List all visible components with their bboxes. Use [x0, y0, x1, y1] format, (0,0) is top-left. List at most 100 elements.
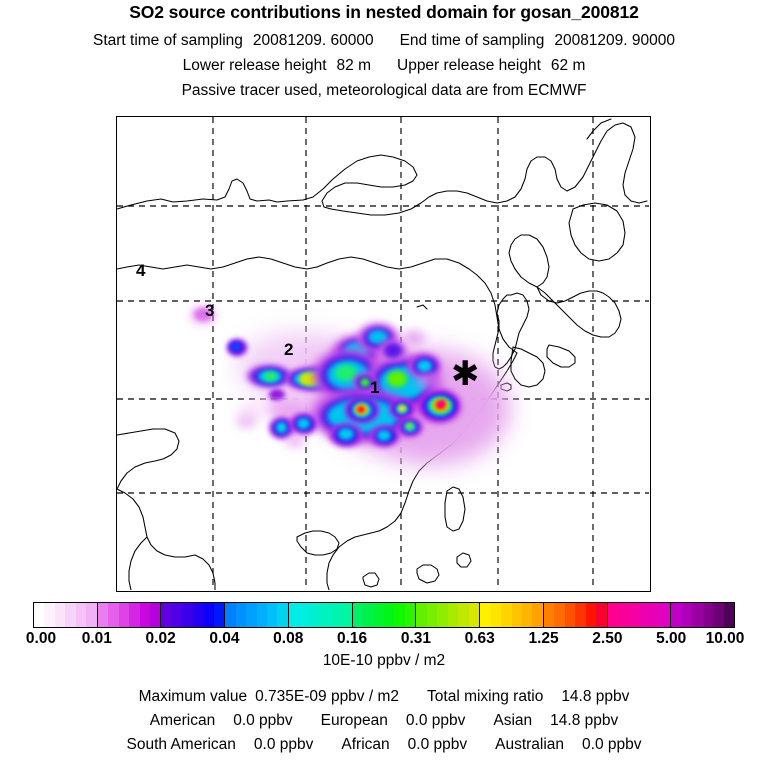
asterisk-icon: ✱: [451, 354, 480, 394]
colorbar-step: [150, 603, 161, 627]
map-panel[interactable]: 1 2 3 4 ✱: [116, 116, 651, 592]
colorbar-step: [341, 603, 352, 627]
colorbar-step: [108, 603, 119, 627]
colorbar-ticks: 0.00 0.01 0.02 0.04 0.08 0.16 0.31 0.63 1.25 2.50…: [0, 630, 768, 650]
colorbar-step: [468, 603, 480, 627]
colorbar-step: [34, 603, 45, 627]
summary-row-regions-1: American 0.0 ppbv European 0.0 ppbv Asian 14.…: [0, 712, 768, 730]
trajectory-label-3: 3: [205, 301, 215, 320]
region-value-american: 0.0 ppbv: [233, 712, 293, 729]
colorbar-segment: [225, 603, 289, 627]
colorbar-step: [564, 603, 576, 627]
colorbar-step: [692, 603, 703, 627]
colorbar-tick-label: 0.02: [145, 630, 176, 647]
upper-release-height-value: 62 m: [550, 57, 586, 74]
colorbar-tick-label: 0.01: [81, 630, 112, 647]
maximum-value-label: Maximum value: [138, 688, 248, 705]
region-label-european: European: [320, 712, 388, 729]
colorbar-step: [65, 603, 76, 627]
colorbar-tick-label: 0.16: [336, 630, 368, 647]
colorbar-step: [575, 603, 586, 627]
region-value-australian: 0.0 ppbv: [582, 736, 642, 753]
colorbar-tick-label: 1.25: [528, 630, 559, 647]
colorbar-segment: [543, 603, 608, 627]
colorbar-step: [638, 603, 650, 627]
method-note: Passive tracer used, meteorological data…: [181, 82, 587, 99]
colorbar-step: [182, 603, 193, 627]
trajectory-label-1: 1: [370, 378, 380, 397]
colorbar-step: [723, 603, 735, 627]
colorbar-tick-label: 5.00: [656, 630, 687, 647]
region-label-asian: Asian: [493, 712, 533, 729]
colorbar-segment: [607, 603, 672, 627]
colorbar-step: [596, 603, 607, 627]
colorbar-step: [702, 603, 714, 627]
region-label-south-american: South American: [126, 736, 236, 753]
summary-row-regions-2: South American 0.0 ppbv African 0.0 ppbv Aus…: [0, 736, 768, 754]
colorbar-step: [480, 603, 491, 627]
colorbar-step: [246, 603, 257, 627]
lower-release-height-value: 82 m: [336, 57, 371, 74]
colorbar-tick-label: 0.31: [400, 630, 431, 647]
colorbar-step: [521, 603, 533, 627]
colorbar-step: [490, 603, 502, 627]
colorbar-step: [394, 603, 405, 627]
colorbar-step: [54, 603, 66, 627]
upper-release-height-label: Upper release height: [397, 57, 541, 74]
colorbar-tick-label: 0.00: [25, 630, 57, 647]
colorbar-step: [309, 603, 321, 627]
colorbar-step: [171, 603, 183, 627]
colorbar-step: [607, 603, 619, 627]
trajectory-label-4: 4: [136, 261, 146, 280]
colorbar-step: [320, 603, 331, 627]
colorbar-step: [299, 603, 310, 627]
colorbar-step: [447, 603, 459, 627]
trajectory-label-2: 2: [284, 340, 294, 359]
region-value-european: 0.0 ppbv: [405, 712, 466, 729]
colorbar-step: [203, 603, 214, 627]
colorbar-step: [458, 603, 469, 627]
colorbar-step: [554, 603, 565, 627]
colorbar-tick-label: 10.00: [705, 630, 745, 647]
colorbar-step: [97, 603, 109, 627]
page-title: SO2 source contributions in nested domai…: [129, 2, 639, 22]
colorbar-step: [192, 603, 204, 627]
region-value-african: 0.0 ppbv: [407, 736, 468, 753]
region-value-south-american: 0.0 ppbv: [253, 736, 314, 753]
summary-row-maximum: Maximum value 0.735E-09 ppbv / m2 Total mi…: [0, 688, 768, 706]
colorbar-unit-label: 10E-10 ppbv / m2: [322, 652, 446, 669]
colorbar-step: [628, 603, 639, 627]
release-height-row: Lower release height 82 m Upper release he…: [0, 57, 768, 75]
colorbar[interactable]: [33, 602, 735, 628]
colorbar-segment: [671, 603, 735, 627]
colorbar-tick-label: 0.04: [209, 630, 240, 647]
colorbar-step: [532, 603, 543, 627]
colorbar-step: [671, 603, 682, 627]
colorbar-step: [288, 603, 300, 627]
colorbar-step: [352, 603, 364, 627]
colorbar-segment: [352, 603, 417, 627]
colorbar-step: [118, 603, 130, 627]
total-mixing-ratio-value: 14.8 ppbv: [561, 688, 630, 705]
colorbar-step: [649, 603, 660, 627]
colorbar-segment: [288, 603, 353, 627]
colorbar-tick-label: 0.08: [273, 630, 304, 647]
end-time-label: End time of sampling: [399, 32, 545, 49]
colorbar-step: [426, 603, 438, 627]
colorbar-tick-label: 0.63: [464, 630, 495, 647]
colorbar-step: [129, 603, 140, 627]
colorbar-step: [267, 603, 278, 627]
colorbar-step: [139, 603, 150, 627]
start-time-label: Start time of sampling: [92, 32, 243, 49]
colorbar-step: [713, 603, 724, 627]
total-mixing-ratio-label: Total mixing ratio: [427, 688, 544, 705]
map-coastlines: [117, 117, 649, 590]
colorbar-step: [235, 603, 247, 627]
colorbar-step: [363, 603, 374, 627]
start-time-value: 20081209. 60000: [252, 32, 374, 49]
colorbar-step: [543, 603, 555, 627]
colorbar-step: [618, 603, 629, 627]
colorbar-step: [404, 603, 416, 627]
colorbar-tick-label: 2.50: [592, 630, 623, 647]
colorbar-step: [256, 603, 268, 627]
